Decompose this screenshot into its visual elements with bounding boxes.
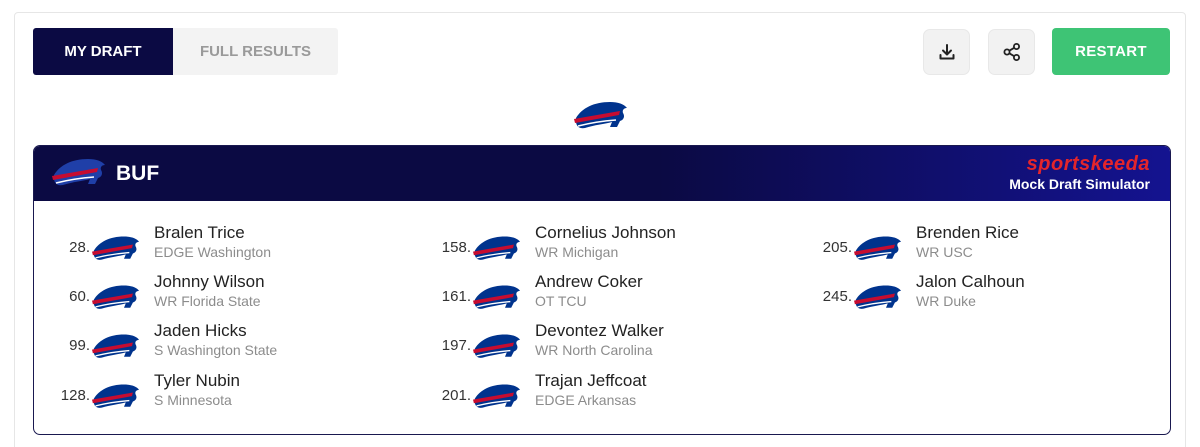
player-name: Brenden Rice [916,223,1020,242]
bills-logo-icon [90,381,142,418]
bills-logo-icon [852,282,904,319]
pick-number: 158. [441,239,471,256]
player-name: Andrew Coker [535,272,643,291]
player-name: Bralen Trice [154,223,245,242]
pick-item: 28. Bralen Trice EDGE Washington [34,223,404,269]
bills-logo-icon [90,233,142,270]
bills-logo-icon [90,331,142,368]
tab-my-draft[interactable]: MY DRAFT [33,28,173,75]
download-button[interactable] [923,29,970,75]
pick-item: 99. Jaden Hicks S Washington State [34,321,404,367]
bills-logo-icon [852,233,904,270]
player-position-school: WR North Carolina [535,342,653,358]
view-tabs: MY DRAFT FULL RESULTS [33,28,338,75]
restart-button[interactable]: RESTART [1052,28,1170,75]
player-position-school: WR Duke [916,293,976,309]
player-name: Tyler Nubin [154,371,240,390]
player-position-school: WR Michigan [535,244,619,260]
player-position-school: S Washington State [154,342,278,358]
player-position-school: EDGE Arkansas [535,392,637,408]
bills-logo-icon [471,381,523,418]
player-name: Jalon Calhoun [916,272,1025,291]
brand-block: sportskeeda Mock Draft Simulator [1009,153,1150,193]
team-logo [572,98,630,139]
share-button[interactable] [988,29,1035,75]
card-header: BUF sportskeeda Mock Draft Simulator [34,146,1170,201]
player-name: Cornelius Johnson [535,223,676,242]
pick-item: 158. Cornelius Johnson WR Michigan [415,223,785,269]
pick-number: 197. [441,337,471,354]
bills-logo-icon [52,159,105,186]
bills-logo-icon [574,102,627,129]
pick-number: 60. [69,288,90,305]
player-position-school: S Minnesota [154,392,232,408]
pick-number: 201. [441,387,471,404]
share-icon [1003,43,1020,61]
player-name: Devontez Walker [535,321,664,340]
download-icon [939,44,954,60]
pick-number: 245. [822,288,852,305]
pick-number: 205. [822,239,852,256]
pick-item: 161. Andrew Coker OT TCU [415,272,785,318]
player-position-school: EDGE Washington [154,244,271,260]
pick-item: 205. Brenden Rice WR USC [796,223,1166,269]
player-name: Trajan Jeffcoat [535,371,647,390]
bills-logo-icon [90,282,142,319]
pick-item: 197. Devontez Walker WR North Carolina [415,321,785,367]
team-draft-card: BUF sportskeeda Mock Draft Simulator 28.… [33,145,1171,435]
pick-number: 161. [441,288,471,305]
pick-item: 60. Johnny Wilson WR Florida State [34,272,404,318]
player-position-school: OT TCU [535,293,587,309]
bills-logo-icon [471,233,523,270]
team-abbreviation: BUF [116,162,160,185]
player-position-school: WR Florida State [154,293,261,309]
pick-number: 28. [69,239,90,256]
bills-logo-icon [471,331,523,368]
player-name: Jaden Hicks [154,321,247,340]
tab-full-results[interactable]: FULL RESULTS [173,28,338,75]
brand-logo: sportskeeda [1026,153,1150,175]
pick-item: 245. Jalon Calhoun WR Duke [796,272,1166,318]
bills-logo-icon [471,282,523,319]
player-position-school: WR USC [916,244,973,260]
brand-subtitle: Mock Draft Simulator [1009,176,1150,192]
pick-item: 128. Tyler Nubin S Minnesota [34,371,404,417]
pick-item: 201. Trajan Jeffcoat EDGE Arkansas [415,371,785,417]
player-name: Johnny Wilson [154,272,265,291]
pick-number: 99. [69,337,90,354]
pick-number: 128. [60,387,90,404]
